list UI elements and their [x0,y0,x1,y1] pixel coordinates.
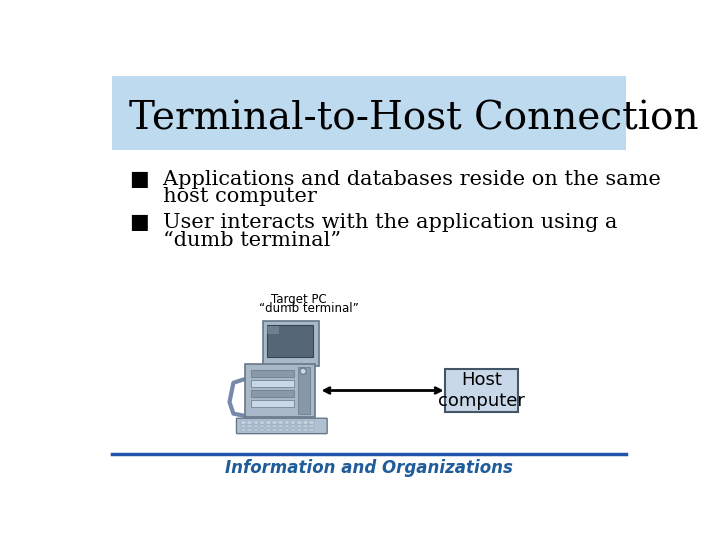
Bar [253,429,258,431]
Text: Target PC: Target PC [271,294,326,307]
Bar [291,421,295,423]
Bar [291,429,295,431]
Bar [241,425,246,428]
Text: “dumb terminal”: “dumb terminal” [130,231,341,250]
Bar [303,429,307,431]
Bar [279,421,283,423]
FancyBboxPatch shape [112,76,626,150]
FancyBboxPatch shape [236,418,327,434]
Bar [251,390,294,397]
Text: ■  Applications and databases reside on the same: ■ Applications and databases reside on t… [130,170,661,188]
Bar [310,421,314,423]
Bar [310,429,314,431]
Bar [276,372,303,376]
Bar [241,429,246,431]
Bar [248,429,252,431]
Bar [253,421,258,423]
Bar [284,429,289,431]
Bar [267,326,279,334]
Bar [260,425,264,428]
Text: Terminal-to-Host Connection: Terminal-to-Host Connection [129,100,698,137]
Bar [260,429,264,431]
Bar [248,421,252,423]
Bar [303,425,307,428]
Bar [272,425,276,428]
Bar [297,429,302,431]
FancyBboxPatch shape [445,369,518,412]
Bar [248,425,252,428]
Text: “dumb terminal”: “dumb terminal” [259,302,359,315]
Bar [284,425,289,428]
Bar [241,421,246,423]
Text: Host
computer: Host computer [438,371,525,410]
Circle shape [300,368,306,374]
Bar [266,429,271,431]
Bar [310,425,314,428]
Text: ■  User interacts with the application using a: ■ User interacts with the application us… [130,213,618,232]
Text: Information and Organizations: Information and Organizations [225,458,513,476]
Bar [284,366,295,372]
Bar [260,421,264,423]
Bar [272,421,276,423]
Bar [303,421,307,423]
Bar [251,380,294,387]
Bar [251,400,294,407]
Bar [266,325,313,357]
Bar [245,363,315,417]
Bar [251,370,294,377]
Bar [272,429,276,431]
Bar [253,425,258,428]
Bar [266,421,271,423]
Bar [284,421,289,423]
Bar [297,421,302,423]
Text: host computer: host computer [130,187,318,206]
Bar [279,425,283,428]
Bar [297,367,310,414]
Bar [297,425,302,428]
Bar [266,425,271,428]
Bar [291,425,295,428]
Bar [263,321,319,366]
Bar [279,429,283,431]
